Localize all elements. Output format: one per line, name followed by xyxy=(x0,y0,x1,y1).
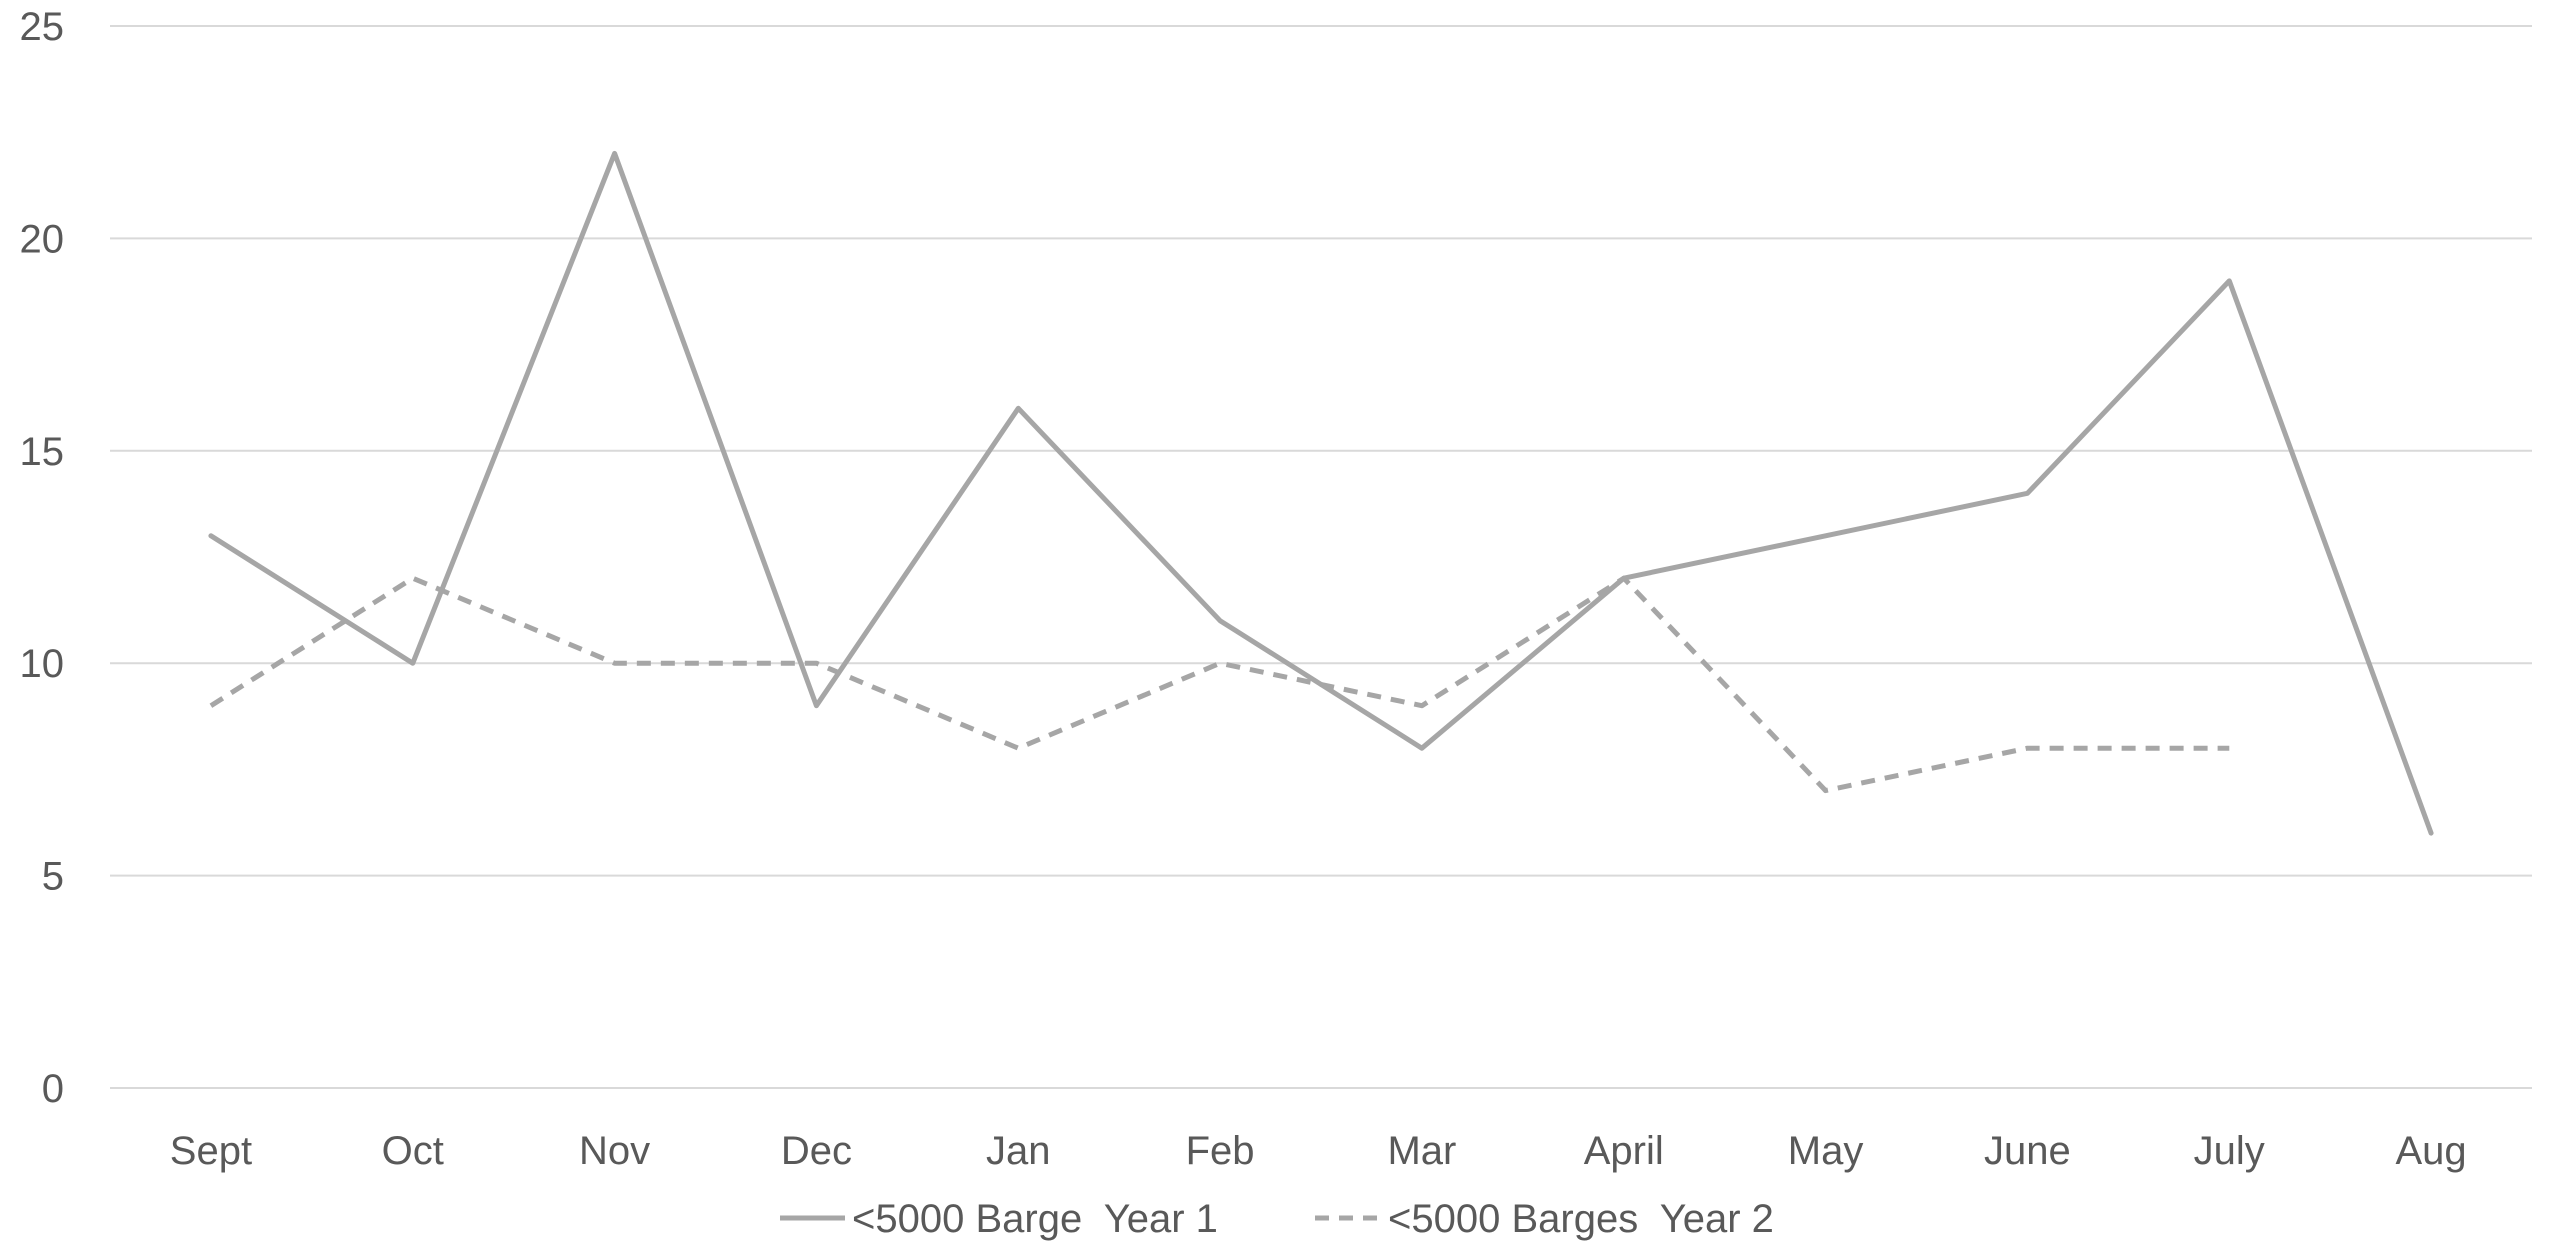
legend-label: <5000 Barges Year 2 xyxy=(1388,1197,1774,1241)
y-tick-label: 15 xyxy=(20,430,65,474)
x-tick-label: Feb xyxy=(1186,1129,1255,1173)
y-tick-label: 0 xyxy=(42,1067,64,1111)
x-tick-label: July xyxy=(2194,1129,2265,1173)
x-tick-label: May xyxy=(1788,1129,1864,1173)
x-tick-label: Oct xyxy=(382,1129,444,1173)
y-tick-label: 25 xyxy=(20,5,65,49)
y-tick-label: 5 xyxy=(42,855,64,899)
x-tick-label: Dec xyxy=(781,1129,852,1173)
x-tick-label: Aug xyxy=(2395,1129,2466,1173)
series-lines xyxy=(208,150,2434,836)
x-tick-label: Jan xyxy=(986,1129,1051,1173)
series-line-year-2 xyxy=(209,575,2230,794)
y-tick-label: 10 xyxy=(20,642,65,686)
x-tick-label: Nov xyxy=(579,1129,650,1173)
x-tick-label: Sept xyxy=(170,1129,252,1173)
series-line-year-1 xyxy=(208,150,2434,836)
legend-label: <5000 Barge Year 1 xyxy=(852,1197,1218,1241)
x-axis-tick-labels: Sept Oct Nov Dec Jan Feb Mar April May June July Au… xyxy=(170,1129,2467,1173)
x-tick-label: Mar xyxy=(1387,1129,1456,1173)
x-tick-label: June xyxy=(1984,1129,2071,1173)
y-tick-label: 20 xyxy=(20,217,65,261)
y-axis-tick-labels: 0 5 10 15 20 25 xyxy=(20,5,65,1111)
legend: <5000 Barge Year 1 <5000 Barges Year 2 xyxy=(780,1197,1774,1241)
gridlines xyxy=(110,25,2532,1089)
x-tick-label: April xyxy=(1584,1129,1664,1173)
